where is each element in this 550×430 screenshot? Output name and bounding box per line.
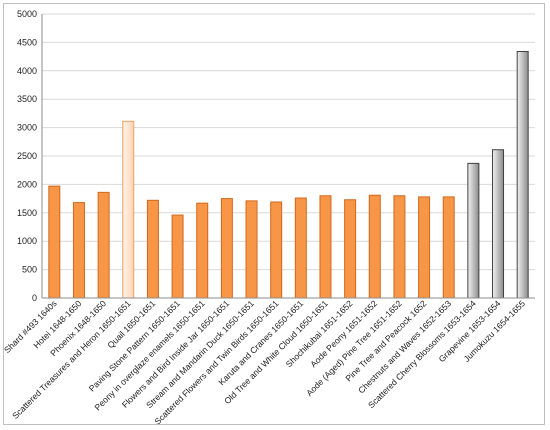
y-tick-label: 3000 bbox=[17, 123, 37, 133]
y-tick-label: 500 bbox=[22, 265, 37, 275]
y-tick-label: 4000 bbox=[17, 66, 37, 76]
bar bbox=[319, 195, 332, 299]
bar bbox=[122, 120, 135, 299]
bar bbox=[393, 195, 406, 299]
bar bbox=[492, 149, 505, 299]
bar bbox=[368, 194, 381, 299]
bar bbox=[344, 199, 357, 299]
y-axis-ticks: 0 500 1000 1500 2000 2500 3000 3500 4000 4500 5000 bbox=[17, 9, 37, 303]
axes bbox=[41, 14, 535, 299]
bar bbox=[48, 185, 61, 299]
y-tick-label: 0 bbox=[32, 293, 37, 303]
bar bbox=[97, 191, 110, 299]
bar bbox=[196, 202, 209, 299]
bar bbox=[294, 197, 307, 299]
y-tick-label: 1000 bbox=[17, 236, 37, 246]
gridlines bbox=[42, 13, 535, 271]
bars bbox=[48, 50, 529, 299]
bar bbox=[72, 202, 85, 299]
bar bbox=[146, 199, 159, 299]
y-tick-label: 5000 bbox=[17, 9, 37, 19]
bar bbox=[467, 162, 480, 299]
y-tick-label: 1500 bbox=[17, 208, 37, 218]
bar bbox=[171, 214, 184, 299]
bar bbox=[245, 200, 258, 299]
y-tick-label: 3500 bbox=[17, 94, 37, 104]
y-tick-label: 4500 bbox=[17, 37, 37, 47]
bar bbox=[516, 50, 529, 299]
bar bbox=[418, 196, 431, 299]
bar bbox=[270, 201, 283, 299]
y-tick-label: 2500 bbox=[17, 151, 37, 161]
bar bbox=[442, 196, 455, 299]
y-tick-label: 2000 bbox=[17, 179, 37, 189]
bar bbox=[220, 198, 233, 299]
